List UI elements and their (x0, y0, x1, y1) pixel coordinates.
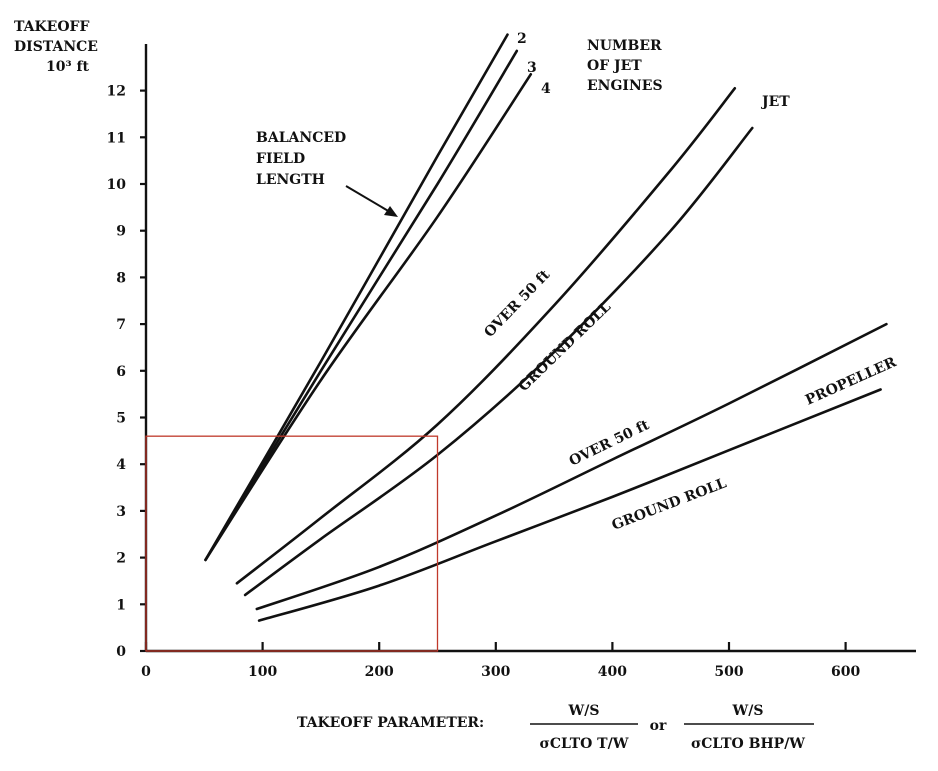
x-axis-fraction-2-numerator: W/S (732, 703, 764, 719)
highlight-region (145, 435, 439, 652)
series-label-3-engines: 3 (527, 60, 537, 76)
y-tick-label: 10 (107, 177, 127, 193)
annotation-jet: JET (760, 94, 790, 110)
annotation-number-of-engines-3: ENGINES (587, 78, 663, 94)
x-axis-fraction-1-denominator: σCLTO T/W (540, 736, 629, 752)
annotation-jet-ground-roll: GROUND ROLL (516, 299, 615, 395)
series-label-2-engines: 2 (517, 31, 527, 47)
x-tick-label: 0 (141, 664, 151, 680)
annotation-prop-ground-roll: GROUND ROLL (610, 475, 729, 533)
y-tick-label: 5 (116, 411, 126, 427)
annotation-number-of-engines-1: NUMBER (587, 38, 662, 54)
y-axis-title-line-2: DISTANCE (14, 39, 98, 55)
x-tick-label: 500 (714, 664, 743, 680)
y-tick-label: 1 (116, 597, 126, 613)
series-line-propeller-ground-roll (257, 388, 882, 622)
x-axis-fraction-2-denominator: σCLTO BHP/W (691, 736, 805, 752)
x-tick-label: 300 (481, 664, 510, 680)
series-label-4-engines: 4 (541, 81, 551, 97)
annotation-balanced-field-length-3: LENGTH (256, 172, 325, 188)
curve-group (204, 33, 888, 622)
x-axis-fraction-1-numerator: W/S (568, 703, 600, 719)
x-tick-label: 100 (248, 664, 277, 680)
y-axis-unit: 10³ ft (46, 59, 90, 75)
y-tick-label: 2 (116, 551, 126, 567)
annotation-balanced-field-length-2: FIELD (256, 151, 305, 167)
y-tick-label: 8 (116, 270, 126, 286)
y-tick-label: 4 (116, 457, 126, 473)
annotation-balanced-field-length-1: BALANCED (256, 130, 346, 146)
x-tick-label: 600 (831, 664, 860, 680)
series-line-jet-ground-roll (243, 126, 754, 597)
x-tick-label: 200 (365, 664, 394, 680)
y-axis-title-line-1: TAKEOFF (14, 19, 89, 35)
annotation-number-of-engines-2: OF JET (587, 58, 642, 74)
series-line-propeller-over-50-ft (255, 322, 888, 611)
annotation-jet-over-50ft: OVER 50 ft (481, 267, 553, 341)
y-tick-label: 11 (107, 130, 126, 146)
y-tick-label: 12 (107, 84, 126, 100)
series-line-balanced-field-length-2 (204, 33, 509, 562)
balanced-field-length-arrow (345, 185, 398, 217)
y-tick-label: 3 (116, 504, 126, 520)
x-tick-label: 400 (598, 664, 627, 680)
series-line-balanced-field-length-4 (204, 73, 533, 562)
y-tick-label: 0 (116, 644, 126, 660)
series-line-jet-over-50-ft (235, 87, 737, 585)
y-tick-label: 9 (116, 224, 126, 240)
series-line-balanced-field-length-3 (204, 49, 519, 562)
y-tick-label: 6 (116, 364, 126, 380)
x-axis-title-prefix: TAKEOFF PARAMETER: (297, 715, 484, 731)
y-tick-label: 7 (116, 317, 126, 333)
x-axis-title-or: or (650, 718, 667, 734)
